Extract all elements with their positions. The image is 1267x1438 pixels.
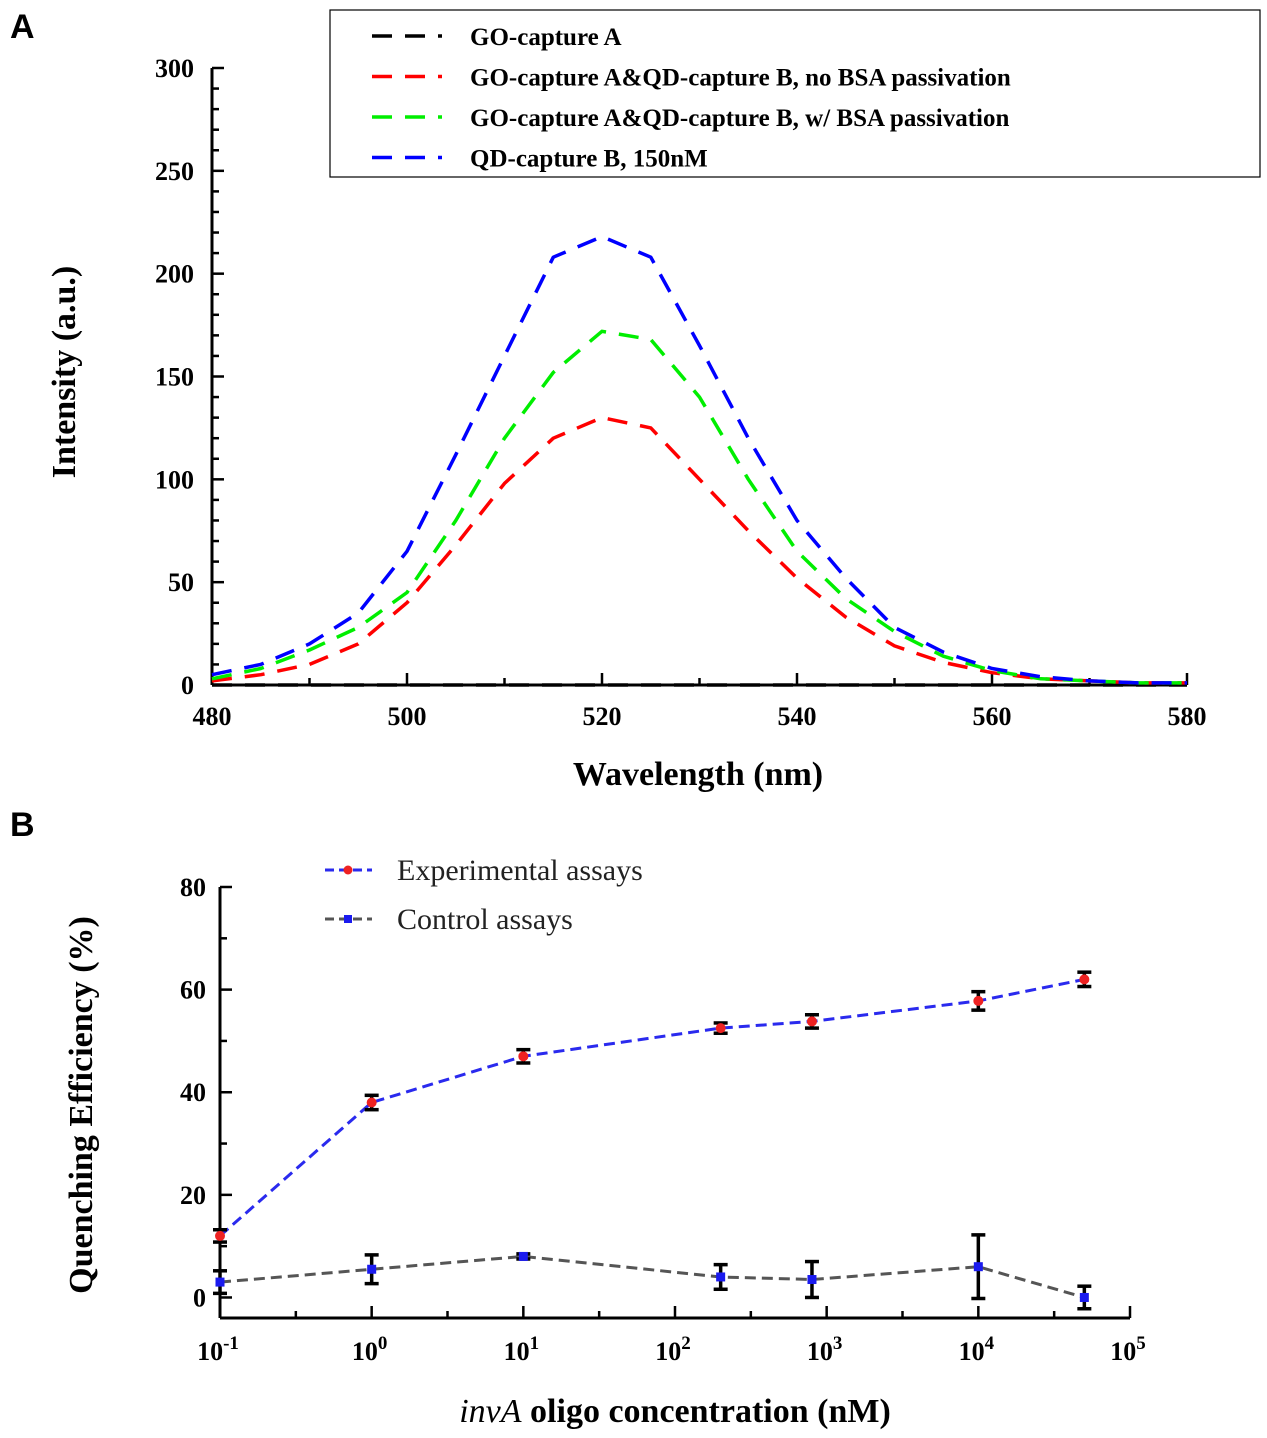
panel-b-label: B <box>10 806 35 844</box>
chart-a-x-tick-label: 540 <box>778 702 817 731</box>
chart-b-x-tick-base: 10 <box>959 1337 985 1366</box>
chart-b-x-tick-label: 100 <box>352 1333 388 1366</box>
chart-b-ylabel: Quenching Efficiency (%) <box>63 916 100 1294</box>
chart-b-x-tick-exponent: -1 <box>223 1333 239 1354</box>
chart-b-x-tick-base: 10 <box>1110 1337 1136 1366</box>
chart-b-point-experimental <box>806 1016 817 1027</box>
chart-a-legend-label-1: GO-capture A <box>470 24 622 51</box>
chart-a-y-tick-label: 0 <box>181 671 194 700</box>
chart-b-legend-marker-1 <box>343 865 353 875</box>
chart-a-x-tick-label: 580 <box>1168 702 1207 731</box>
chart-b-legend-label-2: Control assays <box>397 903 573 936</box>
chart-b-x-tick-base: 10 <box>504 1337 530 1366</box>
chart-b-x-tick-exponent: 5 <box>1136 1333 1146 1354</box>
chart-b-x-tick-label: 102 <box>655 1333 691 1366</box>
chart-a-x-tick-label: 480 <box>193 702 232 731</box>
chart-b-x-tick-label: 104 <box>959 1333 995 1366</box>
chart-b-x-tick-label: 101 <box>504 1333 540 1366</box>
chart-b-x-tick-base: 10 <box>352 1337 378 1366</box>
chart-b-x-tick-base: 10 <box>655 1337 681 1366</box>
chart-b-legend: Experimental assays Control assays <box>325 854 643 936</box>
chart-b-y-tick-label: 80 <box>180 873 206 902</box>
chart-a-x-tick-label: 520 <box>583 702 622 731</box>
chart-a-y-tick-label: 50 <box>168 568 194 597</box>
chart-b-legend-label-1: Experimental assays <box>397 854 643 887</box>
chart-b-point-control <box>807 1275 817 1285</box>
chart-b-y-tick-label: 60 <box>180 976 206 1005</box>
chart-a-axes: 0 50 100 150 200 250 300 480 500 520 540 560 580 <box>155 54 1207 731</box>
chart-b-point-experimental <box>1079 974 1090 985</box>
chart-b-x-tick-base: 10 <box>197 1337 223 1366</box>
chart-b-x-tick-exponent: 4 <box>985 1333 995 1354</box>
chart-a-series-line-2 <box>211 415 1187 685</box>
chart-b-x-tick-base: 10 <box>807 1337 833 1366</box>
chart-b-point-control <box>518 1251 528 1261</box>
chart-b-point-control <box>716 1272 726 1282</box>
chart-b-x-tick-exponent: 3 <box>833 1333 843 1354</box>
chart-a-legend-label-2: GO-capture A&QD-capture B, no BSA passiv… <box>470 65 1011 92</box>
chart-b-xlabel-rest: oligo concentration (nM) <box>522 1393 891 1430</box>
chart-a-x-tick-label: 560 <box>973 702 1012 731</box>
chart-b-x-tick-exponent: 2 <box>681 1333 691 1354</box>
chart-a-legend-label-4: QD-capture B, 150nM <box>470 146 708 173</box>
chart-b-x-tick-exponent: 1 <box>530 1333 540 1354</box>
chart-a-y-tick-label: 300 <box>155 54 194 83</box>
chart-b-x-tick-label: 103 <box>807 1333 843 1366</box>
chart-b-legend-marker-2 <box>344 915 352 923</box>
panel-a-label: A <box>10 8 35 46</box>
chart-a-xlabel: Wavelength (nm) <box>573 756 823 793</box>
chart-b-x-tick-label: 105 <box>1110 1333 1146 1366</box>
chart-a-legend: GO-capture A GO-capture A&QD-capture B, n… <box>329 9 1261 178</box>
chart-a-legend-label-3: GO-capture A&QD-capture B, w/ BSA passiv… <box>470 105 1009 132</box>
chart-a: 0 50 100 150 200 250 300 480 500 520 540 560 580 Wav… <box>46 9 1261 793</box>
chart-b-point-experimental <box>366 1097 377 1108</box>
chart-b-series-line-1 <box>219 977 1085 1238</box>
chart-a-y-tick-label: 250 <box>155 157 194 186</box>
chart-b-x-tick-label: 10-1 <box>197 1333 239 1366</box>
chart-a-series-line-4 <box>211 234 1187 685</box>
chart-a-y-tick-label: 200 <box>155 260 194 289</box>
chart-a-series <box>211 234 1187 687</box>
chart-b-point-control <box>973 1262 983 1272</box>
chart-b-point-control <box>215 1277 225 1287</box>
chart-b-xlabel: invA oligo concentration (nM) <box>459 1393 891 1430</box>
chart-b-y-tick-label: 40 <box>180 1078 206 1107</box>
chart-b-y-tick-label: 0 <box>193 1283 206 1312</box>
chart-a-y-tick-label: 100 <box>155 465 194 494</box>
chart-b-xlabel-italic: invA <box>459 1393 522 1430</box>
chart-b-point-experimental <box>973 995 984 1006</box>
chart-b-point-experimental <box>715 1023 726 1034</box>
chart-a-x-tick-label: 500 <box>388 702 427 731</box>
chart-a-legend-box <box>329 9 1261 178</box>
chart-a-series-line-3 <box>211 329 1187 685</box>
chart-b-point-control <box>1079 1292 1089 1302</box>
chart-a-y-tick-label: 150 <box>155 363 194 392</box>
chart-a-ylabel: Intensity (a.u.) <box>46 266 83 479</box>
chart-b-point-experimental <box>518 1051 529 1062</box>
chart-b-series-line-2 <box>219 1254 1085 1299</box>
chart-b-y-tick-label: 20 <box>180 1181 206 1210</box>
chart-b-series <box>213 970 1092 1311</box>
chart-b-x-tick-exponent: 0 <box>378 1333 388 1354</box>
chart-b-point-experimental <box>215 1230 225 1241</box>
chart-b-point-control <box>367 1264 377 1274</box>
